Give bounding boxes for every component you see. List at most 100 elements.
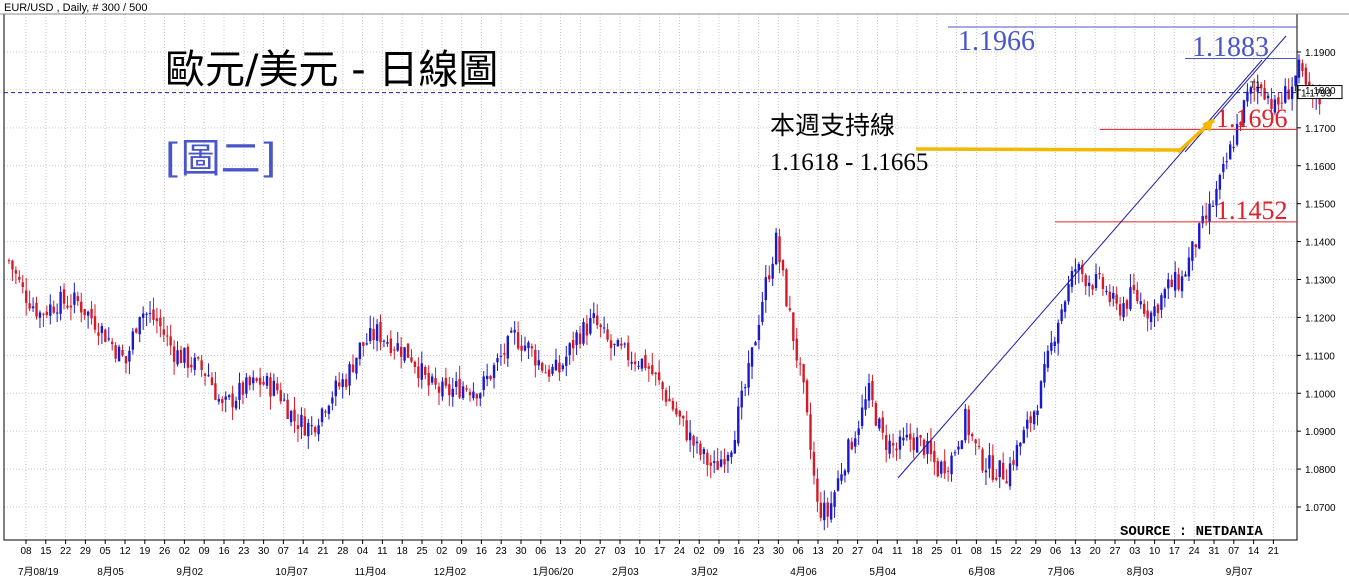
x-day-tick-label: 24 xyxy=(1189,546,1201,557)
candle xyxy=(372,316,375,350)
candle xyxy=(991,444,995,483)
candle-body xyxy=(1149,312,1153,322)
candle xyxy=(1273,94,1277,116)
candle xyxy=(444,367,448,389)
instrument-header: EUR/USD , Daily, # 300 / 500 xyxy=(4,2,147,14)
candle xyxy=(785,268,788,308)
candle xyxy=(554,348,558,371)
candle xyxy=(551,364,554,376)
candle-body xyxy=(42,313,45,315)
candle xyxy=(695,436,699,454)
candle xyxy=(310,416,313,435)
candle-body xyxy=(31,306,35,309)
candle-body xyxy=(544,372,547,374)
candle xyxy=(599,323,602,338)
candle-body xyxy=(1129,287,1132,310)
support-arrow-tip xyxy=(1202,118,1214,133)
candle-body xyxy=(1201,215,1204,224)
candle xyxy=(1208,191,1211,235)
candle xyxy=(995,468,998,482)
candle xyxy=(334,375,337,407)
candle-body xyxy=(107,338,110,340)
candle xyxy=(1187,247,1191,281)
candle-body xyxy=(59,291,62,314)
candle xyxy=(957,440,960,455)
candle-body xyxy=(1019,442,1022,447)
candle-body xyxy=(69,305,73,308)
candle xyxy=(86,310,90,329)
candle xyxy=(492,362,496,389)
candle xyxy=(1277,92,1280,113)
x-day-tick-label: 02 xyxy=(436,546,448,557)
candle xyxy=(675,401,678,417)
candle-body xyxy=(499,355,503,357)
candle xyxy=(754,340,757,346)
x-day-tick-label: 13 xyxy=(555,546,567,557)
candle xyxy=(1008,456,1012,490)
candle xyxy=(510,327,513,334)
candle-body xyxy=(1235,124,1239,145)
candle-body xyxy=(93,316,97,330)
candle-body xyxy=(492,365,496,379)
candle xyxy=(513,321,516,345)
candle xyxy=(28,290,31,312)
candle xyxy=(25,277,28,316)
candle xyxy=(1266,92,1270,105)
candle xyxy=(582,318,585,346)
candle-body xyxy=(1043,364,1046,383)
x-day-tick-label: 08 xyxy=(20,546,32,557)
candle xyxy=(541,361,544,374)
candle xyxy=(895,442,898,461)
candle xyxy=(912,432,915,459)
y-tick-label: 1.1300 xyxy=(1305,276,1336,287)
x-month-tick-label: 7月08/19 xyxy=(18,566,59,578)
x-day-tick-label: 23 xyxy=(496,546,508,557)
candle xyxy=(183,347,186,368)
candle-body xyxy=(1160,295,1163,310)
candle-body xyxy=(840,474,843,481)
candle-body xyxy=(1204,215,1208,219)
x-day-tick-label: 12 xyxy=(119,546,131,557)
candle xyxy=(365,333,368,346)
candle xyxy=(458,365,461,400)
candle xyxy=(1029,411,1032,433)
candle xyxy=(111,338,114,351)
candle xyxy=(303,408,307,437)
candle xyxy=(80,292,83,323)
candle-body xyxy=(981,449,984,471)
candle-body xyxy=(420,363,423,380)
candle xyxy=(217,394,221,405)
candle-body xyxy=(682,415,685,419)
x-day-tick-label: 09 xyxy=(456,546,468,557)
candle-body xyxy=(654,372,657,375)
candle xyxy=(1087,275,1091,297)
candle xyxy=(768,265,771,283)
candle xyxy=(307,418,310,449)
candle-body xyxy=(296,425,300,429)
candle-body xyxy=(1012,460,1015,465)
candle-body xyxy=(355,357,358,374)
candle xyxy=(781,259,785,277)
candle-body xyxy=(1153,306,1156,317)
candle xyxy=(1253,78,1256,102)
candle xyxy=(97,322,100,346)
x-day-tick-label: 03 xyxy=(1129,546,1141,557)
candle-body xyxy=(946,470,950,472)
x-day-tick-label: 20 xyxy=(1090,546,1102,557)
candle xyxy=(919,434,922,447)
candle xyxy=(1046,345,1050,372)
candle xyxy=(73,282,76,314)
candle xyxy=(1098,266,1101,280)
candle-body xyxy=(1005,481,1008,484)
candle-body xyxy=(699,443,702,455)
current-price-value: 1.1793 xyxy=(1301,89,1332,100)
candle-body xyxy=(850,441,853,450)
candle-body xyxy=(317,425,320,435)
candle xyxy=(145,312,148,327)
candle xyxy=(197,356,200,361)
candle xyxy=(534,344,537,378)
candle xyxy=(451,378,454,407)
candle-body xyxy=(1001,462,1005,480)
candle-body xyxy=(1053,341,1056,347)
candle-body xyxy=(269,377,272,397)
